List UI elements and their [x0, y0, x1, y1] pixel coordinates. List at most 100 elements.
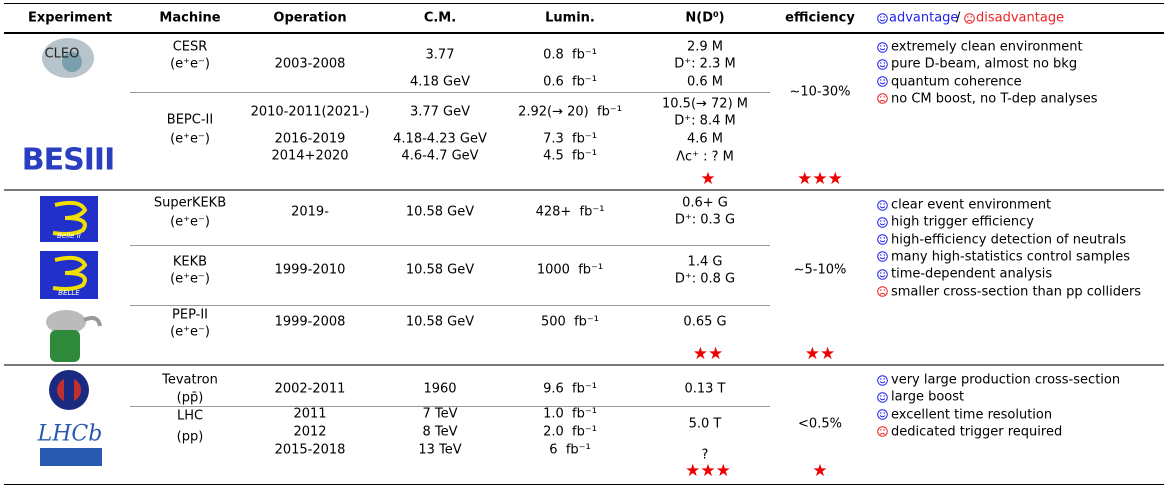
machine-name: CESR [173, 40, 208, 55]
operation: 2002-2011 [275, 382, 346, 397]
lhcb-logo [40, 448, 102, 466]
advantage: excellent time resolution [891, 407, 1052, 422]
n-d0: D⁺: 0.3 G [675, 213, 735, 228]
legend-slash: / [956, 11, 960, 26]
cm-energy: 7 TeV [422, 407, 457, 422]
n-d0: 4.6 M [687, 132, 723, 147]
disadvantage: smaller cross-section than pp colliders [891, 284, 1141, 299]
luminosity: 2.0 fb⁻¹ [543, 425, 597, 440]
disadvantage: no CM boost, no T-dep analyses [891, 91, 1097, 106]
advantage: large boost [891, 390, 964, 405]
machine-beam: (e⁺e⁻) [170, 325, 210, 340]
luminosity: 7.3 fb⁻¹ [543, 132, 597, 147]
n-d0: 0.65 G [683, 315, 726, 330]
cm-energy: 10.58 GeV [406, 315, 474, 330]
logo-text: BELLE [58, 289, 79, 297]
advantage: high-efficiency detection of neutrals [891, 232, 1126, 247]
machine-beam: (pp) [177, 430, 204, 445]
cm-energy: 4.6-4.7 GeV [401, 149, 478, 164]
cm-energy: 8 TeV [422, 425, 457, 440]
n-d0: Λc⁺ : ? M [676, 150, 734, 165]
luminosity: 6 fb⁻¹ [549, 443, 590, 458]
advantage-icon [877, 251, 888, 262]
operation: 2014+2020 [271, 149, 348, 164]
operation: 2012 [293, 425, 326, 440]
advantage-icon [877, 409, 888, 420]
cm-energy: 1960 [423, 382, 456, 397]
machine-beam: (e⁺e⁻) [170, 215, 210, 230]
disadvantage-icon [964, 13, 975, 24]
advantage-icon [877, 375, 888, 386]
n-d0: 0.6+ G [682, 196, 728, 211]
babar-logo [50, 330, 80, 362]
advantage: high trigger efficiency [891, 215, 1034, 230]
column-header: Experiment [28, 11, 112, 26]
disadvantage-icon [877, 93, 888, 104]
cm-energy: 10.58 GeV [406, 263, 474, 278]
logo-text: BESIII [22, 143, 114, 178]
column-header: C.M. [424, 11, 456, 26]
operation: 2010-2011(2021-) [251, 105, 370, 120]
column-header: Lumin. [545, 11, 595, 26]
operation: 2015-2018 [275, 443, 346, 458]
babar-logo [84, 318, 100, 326]
efficiency: ∼5-10% [794, 263, 847, 278]
machine-name: SuperKEKB [154, 196, 226, 211]
luminosity: 428+ fb⁻¹ [536, 205, 605, 220]
efficiency: ∼10-30% [789, 85, 850, 100]
logo-text: Belle II [57, 232, 81, 240]
luminosity: 1000 fb⁻¹ [537, 263, 603, 278]
column-header: Operation [273, 11, 346, 26]
n-d0: D⁺: 0.8 G [675, 272, 735, 287]
luminosity: 1.0 fb⁻¹ [543, 407, 597, 422]
advantage: many high-statistics control samples [891, 249, 1130, 264]
machine-beam: (e⁺e⁻) [170, 272, 210, 287]
machine-beam: (e⁺e⁻) [170, 132, 210, 147]
luminosity: 4.5 fb⁻¹ [543, 149, 597, 164]
operation: 1999-2008 [275, 315, 346, 330]
stars: ★★★ [797, 169, 843, 189]
stars: ★★ [805, 344, 835, 364]
cm-energy: 3.77 GeV [410, 105, 470, 120]
advantage-icon [877, 76, 888, 87]
advantage-icon [877, 392, 888, 403]
luminosity: 9.6 fb⁻¹ [543, 382, 597, 397]
advantage-icon [877, 59, 888, 70]
cm-energy: 4.18 GeV [410, 75, 470, 90]
n-d0: 2.9 M [687, 40, 723, 55]
advantage-icon [877, 13, 888, 24]
logo-text: CLEO [45, 47, 80, 62]
legend-disadvantage: disadvantage [976, 11, 1064, 26]
n-d0: 1.4 G [688, 255, 723, 270]
machine-name: KEKB [173, 255, 207, 270]
cm-energy: 3.77 [426, 48, 455, 63]
n-d0: 10.5(→ 72) M [662, 97, 748, 112]
disadvantage: dedicated trigger required [891, 424, 1062, 439]
machine-beam: (pp̄) [177, 391, 204, 406]
luminosity: 0.6 fb⁻¹ [543, 75, 597, 90]
efficiency: <0.5% [798, 417, 842, 432]
page: ExperimentMachineOperationC.M.Lumin.N(D⁰… [0, 0, 1168, 488]
n-d0: 5.0 T [689, 417, 722, 432]
machine-name: BEPC-II [167, 113, 213, 128]
stars: ★ [700, 169, 715, 189]
stars: ★★ [693, 344, 723, 364]
stars: ★ [812, 461, 827, 481]
n-d0: 0.13 T [684, 382, 725, 397]
column-header: Machine [159, 11, 220, 26]
cm-energy: 4.18-4.23 GeV [393, 132, 487, 147]
operation: 2019- [291, 205, 329, 220]
advantage-icon [877, 217, 888, 228]
advantage-icon [877, 234, 888, 245]
machine-name: LHC [177, 409, 203, 424]
n-d0: D⁺: 2.3 M [674, 57, 735, 72]
advantage-icon [877, 269, 888, 280]
luminosity: 2.92(→ 20) fb⁻¹ [518, 105, 622, 120]
cdf-logo [64, 378, 74, 402]
operation: 2003-2008 [275, 57, 346, 72]
stars: ★★★ [685, 461, 731, 481]
advantage: pure D-beam, almost no bkg [891, 57, 1077, 72]
advantage: clear event environment [891, 198, 1051, 213]
luminosity: 500 fb⁻¹ [541, 315, 599, 330]
disadvantage-icon [877, 286, 888, 297]
